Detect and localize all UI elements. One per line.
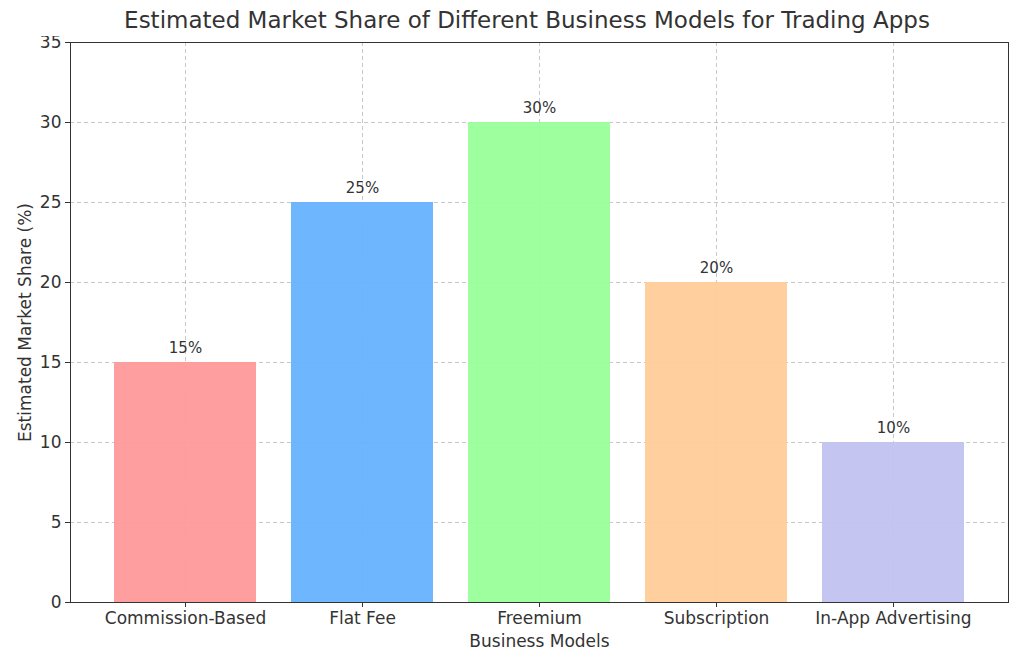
svg-text:20: 20 <box>40 272 62 292</box>
svg-text:25%: 25% <box>346 179 379 197</box>
svg-text:In-App Advertising: In-App Advertising <box>815 608 971 628</box>
html-text:Estimated Market Share of Diff: Estimated Market Share of Different Busi… <box>124 7 930 33</box>
svg-text:10: 10 <box>40 432 62 452</box>
svg-text:10%: 10% <box>877 419 910 437</box>
svg-text:0: 0 <box>51 592 62 612</box>
svg-text:25: 25 <box>40 192 62 212</box>
svg-text:Subscription: Subscription <box>664 608 770 628</box>
svg-text:Business Models: Business Models <box>469 631 609 651</box>
svg-text:15%: 15% <box>169 339 202 357</box>
svg-text:20%: 20% <box>700 259 733 277</box>
svg-text:5: 5 <box>51 512 62 532</box>
svg-text:15: 15 <box>40 352 62 372</box>
svg-text:30: 30 <box>40 112 62 132</box>
svg-text:Freemium: Freemium <box>497 608 582 628</box>
svg-text:30%: 30% <box>523 99 556 117</box>
svg-text:Flat Fee: Flat Fee <box>329 608 396 628</box>
svg-text:Commission-Based: Commission-Based <box>105 608 266 628</box>
svg-text:35: 35 <box>40 36 62 52</box>
svg-text:Estimated Market Share (%): Estimated Market Share (%) <box>15 203 35 442</box>
